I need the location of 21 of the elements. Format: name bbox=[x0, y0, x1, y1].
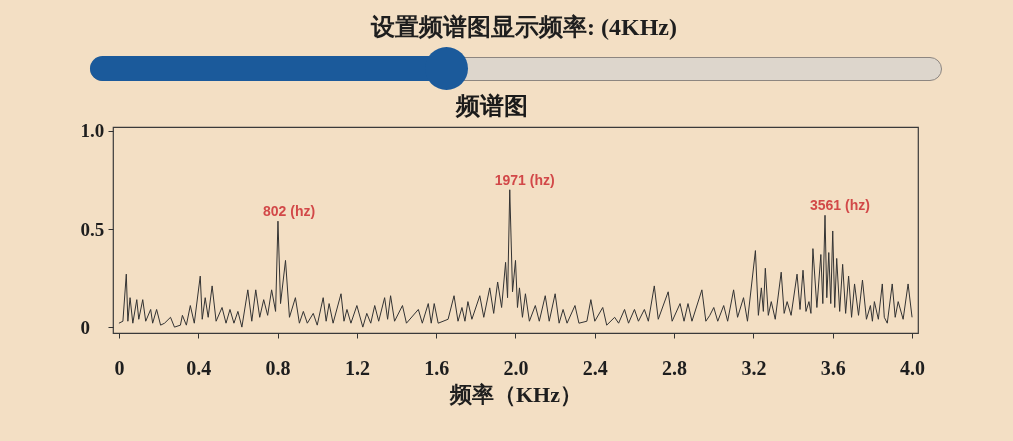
chart-title: 频谱图 bbox=[454, 91, 528, 120]
x-tick-label: 0.8 bbox=[265, 356, 291, 379]
x-axis-title: 频率（KHz） bbox=[449, 381, 582, 407]
x-tick-label: 1.6 bbox=[424, 356, 450, 379]
x-tick-label: 4.0 bbox=[900, 356, 926, 379]
x-tick-label: 3.6 bbox=[820, 356, 846, 379]
x-tick-label: 0 bbox=[114, 356, 125, 379]
annotation: 3561 (hz) bbox=[810, 197, 870, 214]
line-series bbox=[118, 189, 913, 328]
annotation: 802 (hz) bbox=[262, 203, 316, 220]
x-tick-label: 2.8 bbox=[662, 356, 688, 379]
y-tick-label: 1.0 bbox=[80, 120, 105, 142]
x-tick-label: 3.2 bbox=[741, 356, 767, 379]
x-tick-label: 1.2 bbox=[344, 356, 370, 379]
annotation: 1971 (hz) bbox=[494, 171, 555, 188]
x-tick-label: 2.0 bbox=[503, 356, 529, 379]
y-tick-label: 0.5 bbox=[80, 218, 105, 240]
text: 设置频谱图显示频率: (4KHz) bbox=[371, 13, 677, 42]
x-tick-label: 2.4 bbox=[582, 356, 608, 379]
y-tick-label: 0 bbox=[80, 316, 90, 338]
x-tick-label: 0.4 bbox=[186, 356, 212, 379]
